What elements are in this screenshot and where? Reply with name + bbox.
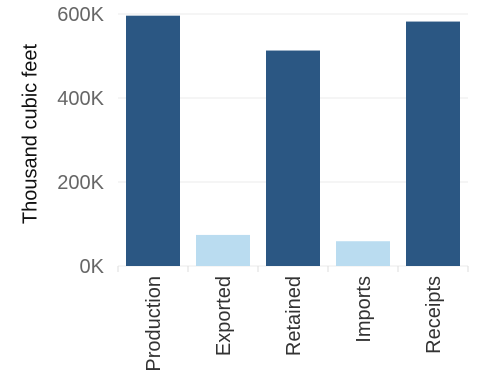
bars (126, 15, 460, 267)
x-tick-label: Production (143, 276, 165, 372)
y-tick-label: 0K (80, 256, 105, 278)
bar-exported (196, 234, 250, 266)
bar-imports (336, 241, 390, 266)
x-tick-label: Receipts (423, 276, 445, 354)
x-tick-label: Retained (283, 276, 305, 356)
bar-receipts (406, 21, 460, 267)
y-axis-title: Thousand cubic feet (19, 43, 42, 225)
bar-production (126, 15, 180, 267)
y-tick-label: 200K (57, 172, 104, 194)
y-tick-label: 600K (57, 4, 104, 26)
y-tick-label: 400K (57, 88, 104, 110)
x-tick-labels: Production Exported Retained Imports Receipt… (143, 276, 445, 372)
x-tick-label: Imports (353, 276, 375, 343)
bar-retained (266, 50, 320, 266)
x-tick-label: Exported (213, 276, 235, 356)
y-tick-labels: 0K 200K 400K 600K (57, 4, 104, 278)
